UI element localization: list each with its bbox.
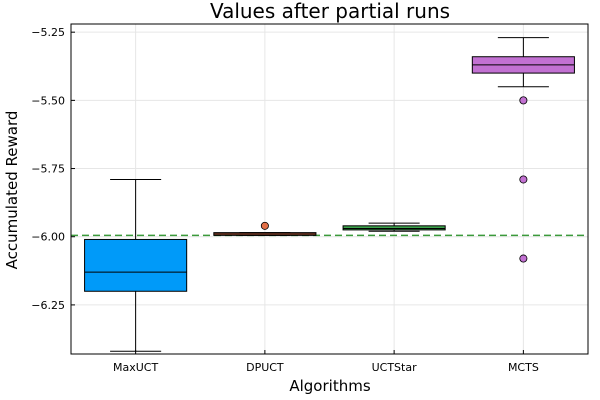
- x-tick-label: MaxUCT: [113, 361, 158, 374]
- outlier-point: [519, 254, 528, 263]
- y-axis-label: Accumulated Reward: [3, 111, 21, 270]
- x-tick-label: UCTStar: [372, 361, 417, 374]
- box-uctstar: [342, 222, 446, 232]
- box-maxuct: [84, 178, 188, 352]
- box-dpuct: [213, 221, 317, 236]
- box-mcts: [471, 37, 575, 263]
- outlier-point: [519, 175, 528, 184]
- x-axis-label: Algorithms: [289, 377, 370, 395]
- outlier-point: [519, 96, 528, 105]
- y-tick-label: −5.50: [31, 94, 65, 107]
- y-tick-label: −6.00: [31, 231, 65, 244]
- x-tick-label: DPUCT: [246, 361, 284, 374]
- chart-title: Values after partial runs: [210, 0, 450, 23]
- iqr-box: [342, 225, 446, 231]
- y-tick-label: −5.75: [31, 163, 65, 176]
- outlier-point: [260, 221, 269, 230]
- x-tick-label: MCTS: [508, 361, 539, 374]
- y-tick-label: −6.25: [31, 299, 65, 312]
- y-tick-label: −5.25: [31, 26, 65, 39]
- box-series: [84, 37, 575, 352]
- axis-ticks: −6.25 −6.00 −5.75 −5.50 −5.25 MaxUCT DPUCT UCTS…: [31, 26, 539, 374]
- iqr-box: [84, 238, 188, 292]
- plot-frame: [70, 23, 589, 355]
